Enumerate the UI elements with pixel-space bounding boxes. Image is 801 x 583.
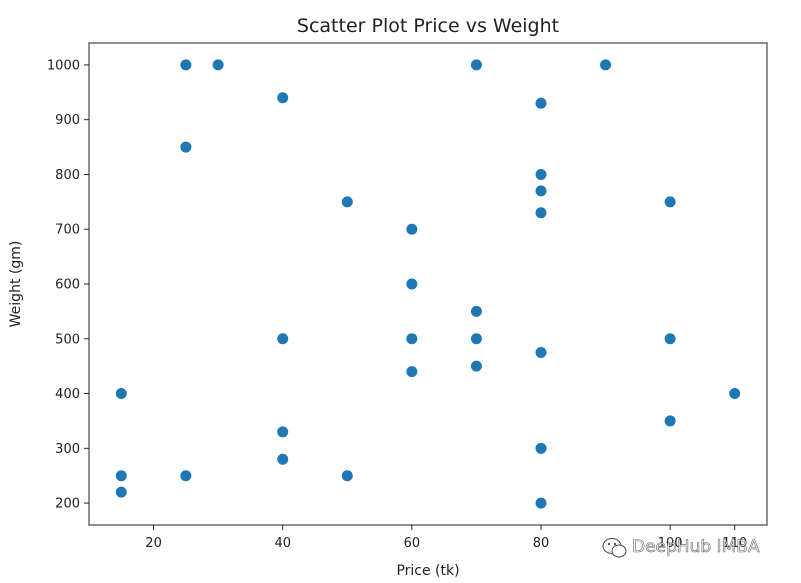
x-tick-label: 110 [722, 536, 747, 551]
scatter-point [535, 185, 547, 197]
y-tick-label: 300 [55, 442, 80, 457]
y-tick-label: 600 [55, 278, 80, 293]
scatter-point [180, 59, 192, 71]
y-axis-label: Weight (gm) [8, 241, 24, 328]
scatter-point [115, 470, 127, 482]
scatter-point [470, 333, 482, 345]
y-tick-label: 500 [55, 332, 80, 347]
plot-frame [88, 42, 768, 526]
y-tick-label: 1000 [47, 58, 80, 73]
x-tick-label: 100 [658, 536, 683, 551]
scatter-point [406, 366, 418, 378]
scatter-point [341, 196, 353, 208]
x-axis: 20 40 60 80 100 110 [145, 525, 747, 551]
scatter-point [180, 141, 192, 153]
scatter-point [470, 59, 482, 71]
scatter-point [535, 168, 547, 180]
scatter-point [535, 207, 547, 219]
scatter-point [406, 333, 418, 345]
scatter-point [535, 97, 547, 109]
y-tick-label: 200 [55, 497, 80, 512]
scatter-point [664, 196, 676, 208]
scatter-point [470, 305, 482, 317]
chart-title: Scatter Plot Price vs Weight [297, 15, 559, 37]
scatter-point [115, 388, 127, 400]
y-axis: 200 300 400 500 600 700 800 900 1000 [47, 58, 89, 512]
watermark-text: DeepHub IMBA [632, 537, 760, 557]
scatter-point [212, 59, 224, 71]
x-tick-label: 80 [533, 536, 550, 551]
x-tick-label: 20 [145, 536, 162, 551]
y-tick-label: 900 [55, 113, 80, 128]
scatter-point [277, 426, 289, 438]
data-points [115, 59, 741, 509]
scatter-point [277, 453, 289, 465]
scatter-point [470, 360, 482, 372]
scatter-point [406, 223, 418, 235]
scatter-point [664, 333, 676, 345]
scatter-point [180, 470, 192, 482]
scatter-point [729, 388, 741, 400]
y-tick-label: 400 [55, 387, 80, 402]
y-tick-label: 700 [55, 223, 80, 238]
scatter-point [535, 442, 547, 454]
scatter-point [664, 415, 676, 427]
scatter-point [535, 346, 547, 358]
scatter-point [115, 486, 127, 498]
scatter-point [277, 333, 289, 345]
x-axis-label: Price (tk) [396, 563, 459, 579]
scatter-point [600, 59, 612, 71]
scatter-point [341, 470, 353, 482]
wechat-icon [602, 538, 627, 558]
scatter-point [277, 92, 289, 104]
watermark: DeepHub IMBA [602, 537, 760, 558]
y-tick-label: 800 [55, 168, 80, 183]
x-tick-label: 60 [404, 536, 421, 551]
x-tick-label: 40 [274, 536, 291, 551]
scatter-point [406, 278, 418, 290]
scatter-point [535, 497, 547, 509]
